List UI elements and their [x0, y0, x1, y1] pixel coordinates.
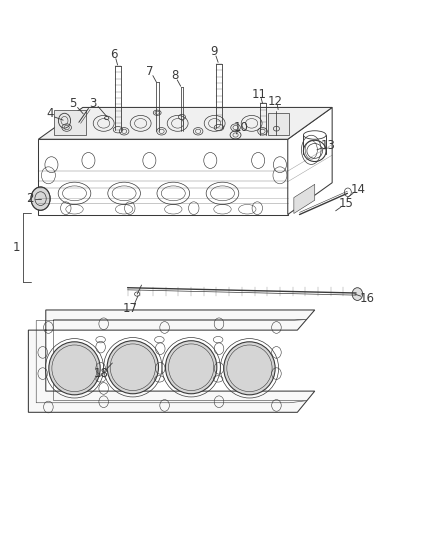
Text: 10: 10 — [233, 121, 248, 134]
Text: 18: 18 — [93, 367, 108, 380]
Text: 1: 1 — [13, 241, 21, 254]
Text: 17: 17 — [122, 302, 137, 316]
Circle shape — [31, 187, 50, 211]
Ellipse shape — [107, 341, 159, 394]
Text: 12: 12 — [267, 94, 282, 108]
Text: 11: 11 — [251, 87, 267, 101]
Text: 16: 16 — [360, 292, 374, 305]
Text: 3: 3 — [89, 96, 96, 110]
Ellipse shape — [224, 342, 275, 395]
Text: 15: 15 — [339, 197, 353, 211]
Text: 2: 2 — [26, 192, 33, 205]
Text: 6: 6 — [110, 48, 117, 61]
Text: 4: 4 — [46, 107, 54, 120]
Text: 7: 7 — [146, 65, 154, 78]
Polygon shape — [53, 110, 86, 135]
Polygon shape — [39, 139, 288, 215]
Circle shape — [352, 288, 363, 301]
Ellipse shape — [49, 342, 100, 395]
Text: 9: 9 — [210, 45, 218, 58]
Text: 13: 13 — [320, 139, 335, 152]
Ellipse shape — [166, 341, 217, 394]
Text: 8: 8 — [171, 69, 178, 82]
Polygon shape — [268, 113, 289, 135]
Polygon shape — [288, 108, 332, 215]
Text: 5: 5 — [70, 96, 77, 110]
Text: 14: 14 — [351, 183, 366, 196]
Polygon shape — [294, 184, 315, 214]
Polygon shape — [28, 310, 315, 413]
Polygon shape — [39, 108, 332, 139]
